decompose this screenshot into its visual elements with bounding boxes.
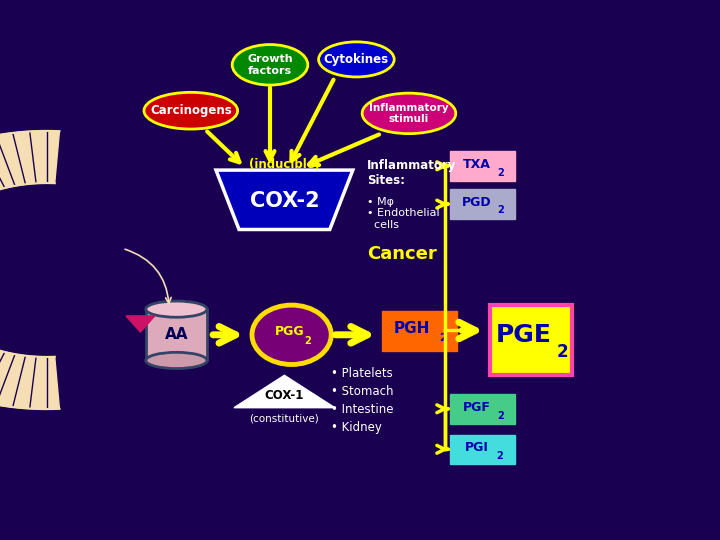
Text: • Platelets
• Stomach
• Intestine
• Kidney: • Platelets • Stomach • Intestine • Kidn…: [331, 367, 394, 434]
FancyBboxPatch shape: [450, 394, 515, 424]
Text: (constitutive): (constitutive): [250, 414, 319, 423]
Text: 2: 2: [498, 205, 505, 215]
Text: Carcinogens: Carcinogens: [150, 104, 232, 117]
Text: 2: 2: [304, 336, 311, 346]
Text: PGE: PGE: [496, 323, 552, 347]
Text: PGF: PGF: [463, 401, 490, 414]
FancyBboxPatch shape: [450, 151, 515, 181]
FancyArrowPatch shape: [125, 249, 171, 303]
Text: TXA: TXA: [463, 158, 490, 171]
Text: 2: 2: [498, 410, 505, 421]
Text: Inflammatory
Sites:: Inflammatory Sites:: [367, 159, 456, 187]
Text: PGI: PGI: [464, 441, 489, 455]
Ellipse shape: [145, 352, 207, 368]
Text: COX-1: COX-1: [265, 389, 304, 402]
Ellipse shape: [144, 92, 238, 129]
Ellipse shape: [362, 93, 456, 133]
Text: PGH: PGH: [394, 321, 431, 335]
FancyBboxPatch shape: [490, 305, 572, 375]
Text: 2: 2: [556, 343, 568, 361]
Text: 2: 2: [498, 167, 505, 178]
Circle shape: [252, 305, 331, 364]
Polygon shape: [234, 375, 335, 408]
Text: • Mφ
• Endothelial
  cells: • Mφ • Endothelial cells: [367, 197, 440, 230]
Polygon shape: [216, 170, 353, 230]
Text: Cytokines: Cytokines: [324, 53, 389, 66]
Text: COX-2: COX-2: [250, 191, 319, 211]
Text: (inducible): (inducible): [249, 158, 320, 171]
Text: Cancer: Cancer: [367, 245, 437, 263]
Text: AA: AA: [165, 327, 188, 342]
Ellipse shape: [232, 45, 308, 85]
Polygon shape: [0, 131, 60, 409]
Text: Growth
factors: Growth factors: [247, 54, 293, 76]
FancyBboxPatch shape: [450, 189, 515, 219]
Text: PGD: PGD: [462, 195, 492, 209]
Text: 2: 2: [496, 451, 503, 461]
Polygon shape: [126, 316, 155, 332]
FancyBboxPatch shape: [382, 310, 457, 351]
Text: 2: 2: [439, 333, 447, 343]
FancyBboxPatch shape: [450, 435, 515, 464]
FancyBboxPatch shape: [145, 309, 207, 361]
Ellipse shape: [145, 301, 207, 317]
Text: Inflammatory
stimuli: Inflammatory stimuli: [369, 103, 449, 124]
Text: PGG: PGG: [274, 325, 305, 338]
Ellipse shape: [318, 42, 395, 77]
